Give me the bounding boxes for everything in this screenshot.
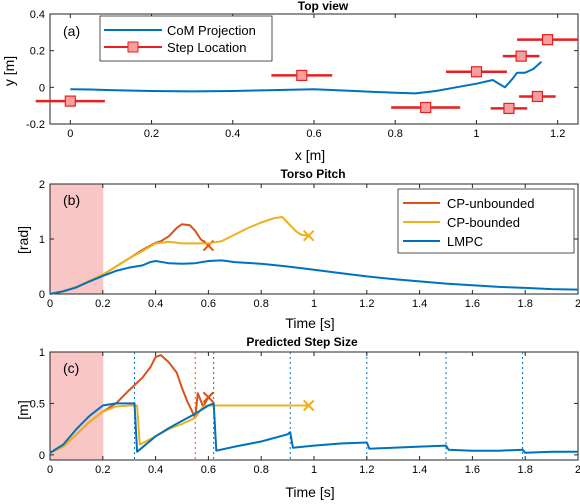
panel-b-title: Torso Pitch	[280, 167, 345, 181]
x-tick-label: 0.6	[306, 128, 321, 140]
panel-b-shaded-region	[50, 184, 104, 294]
x-tick-label: 1	[311, 464, 317, 476]
panel-c-ylabel: [m]	[15, 400, 31, 419]
panel-a-title: Top view	[298, 0, 349, 13]
x-tick-label: 2	[575, 464, 580, 476]
panel-b-ticks: 0 0.2 0.4 0.6 0.8 1 1.2 1.4 1.6 1.8 2 0 1 2	[39, 179, 580, 310]
step-location-marker	[470, 66, 483, 78]
x-tick-label: 0.8	[388, 128, 403, 140]
x-tick-label: 1.2	[359, 298, 374, 310]
cp-unbounded-end-marker	[202, 391, 215, 403]
x-tick-label: 0.6	[201, 464, 216, 476]
panel-torso-pitch: Torso Pitch 0 0.2 0.4 0.6 0.8 1 1.2 1.4 1.6 1.8 20…	[15, 167, 580, 331]
panel-step-size: Predicted Step Size 0 0.2 0.4 0.6 0.8 1 1.2 1.4…	[15, 335, 580, 500]
initial-phase-shade	[50, 352, 104, 460]
step-location-marker	[515, 50, 527, 62]
x-tick-label: 1.4	[412, 464, 427, 476]
panel-c-title: Predicted Step Size	[246, 335, 358, 349]
x-tick-label: 0	[47, 464, 53, 476]
y-tick-label: 1	[39, 347, 45, 359]
y-tick-label: 0	[39, 82, 45, 94]
x-tick-label: 1.4	[412, 298, 427, 310]
x-tick-label: 0.2	[95, 298, 110, 310]
step-location-marker	[503, 102, 515, 115]
x-tick-label: 1.6	[465, 464, 480, 476]
y-tick-label: 2	[39, 179, 45, 191]
x-tick-label: 1	[473, 128, 479, 140]
panel-b-xlabel: Time [s]	[285, 315, 334, 331]
step-location-marker	[296, 69, 308, 82]
y-tick-label: 0.4	[30, 9, 45, 21]
y-tick-label: 0	[39, 450, 45, 462]
panel-top-view: Top view 0 0.2 0.4 0.6 0.8 1 1.2 -0.2 0 0.2 0.4 (a…	[1, 0, 579, 163]
panel-b-series	[49, 216, 579, 295]
com-projection-line	[70, 60, 543, 95]
panel-a-legend-box	[99, 15, 273, 62]
y-tick-label: 1	[39, 234, 45, 246]
panel-b-label: (b)	[63, 192, 80, 208]
panel-c-shaded-region	[50, 352, 104, 460]
legend-cp-unbounded-label: CP-unbounded	[447, 196, 534, 211]
panel-a-series	[35, 34, 578, 115]
panel-c-label: (c)	[63, 360, 79, 376]
x-tick-label: 0.6	[201, 298, 216, 310]
legend-lmpc-label: LMPC	[447, 234, 483, 249]
y-tick-label: 0.2	[30, 46, 45, 58]
step-location-marker	[420, 101, 432, 114]
y-tick-label: 0	[39, 289, 45, 301]
legend-step-label: Step Location	[167, 40, 247, 55]
x-tick-label: 0.2	[95, 464, 110, 476]
cp-bounded-end-marker	[303, 399, 315, 412]
x-tick-label: 0.2	[144, 128, 159, 140]
x-tick-label: 1.8	[518, 464, 533, 476]
panel-a-legend: CoM Projection Step Location	[99, 15, 273, 62]
x-tick-label: 0.4	[148, 464, 163, 476]
legend-step-marker	[127, 41, 139, 53]
x-tick-label: 0	[67, 128, 73, 140]
x-tick-label: 0.8	[254, 464, 269, 476]
lmpc-line	[49, 259, 579, 295]
panel-a-ticks: 0 0.2 0.4 0.6 0.8 1 1.2 -0.2 0 0.2 0.4	[26, 9, 578, 140]
y-tick-label: 0.5	[30, 398, 45, 410]
legend-com-label: CoM Projection	[167, 23, 256, 38]
x-tick-label: 0.8	[254, 298, 269, 310]
cp-bounded-end-marker	[303, 229, 315, 242]
panel-a-ylabel: y [m]	[1, 56, 17, 86]
x-tick-label: 1.8	[518, 298, 533, 310]
x-tick-label: 1.2	[359, 464, 374, 476]
panel-b-ylabel: [rad]	[15, 226, 31, 254]
lmpc-line	[49, 402, 578, 454]
step-location-marker	[64, 95, 76, 107]
step-location-marker	[541, 34, 554, 46]
initial-phase-shade	[50, 184, 104, 294]
x-tick-label: 2	[575, 298, 580, 310]
panel-b-legend: CP-unbounded CP-bounded LMPC	[397, 188, 575, 254]
x-tick-label: 1	[311, 298, 317, 310]
x-tick-label: 1.2	[550, 128, 565, 140]
y-tick-label: -0.2	[26, 119, 45, 131]
x-tick-label: 1.6	[465, 298, 480, 310]
panel-a-label: (a)	[63, 23, 80, 39]
panel-c-series	[49, 354, 578, 454]
panel-c-ticks: 0 0.2 0.4 0.6 0.8 1 1.2 1.4 1.6 1.8 2 0 0.5 1	[30, 347, 580, 476]
x-tick-label: 0.4	[225, 128, 240, 140]
legend-cp-bounded-label: CP-bounded	[447, 215, 520, 230]
panel-c-xlabel: Time [s]	[285, 484, 334, 500]
step-location-marker	[531, 90, 543, 103]
x-tick-label: 0.4	[148, 298, 163, 310]
x-tick-label: 0	[47, 298, 53, 310]
panel-a-xlabel: x [m]	[295, 147, 325, 163]
